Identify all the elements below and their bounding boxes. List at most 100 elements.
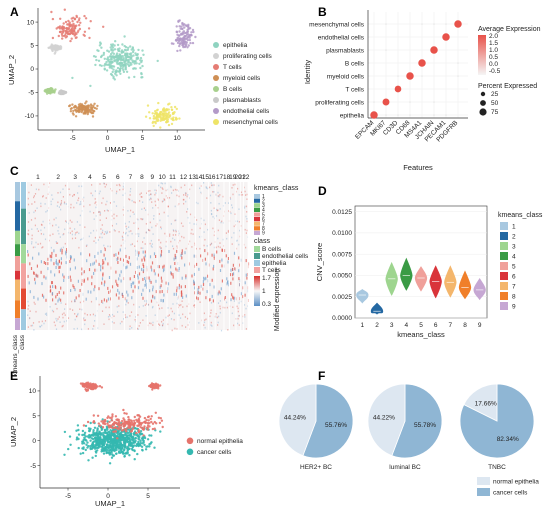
panel-e-point [106, 441, 110, 444]
panel-c-kmeans-strip [15, 182, 20, 202]
panel-c-heat-cell [218, 184, 220, 187]
panel-e-point [104, 446, 108, 449]
panel-c-heat-cell [199, 291, 201, 295]
panel-a-point [110, 73, 114, 77]
panel-a-x-tick-label: 5 [141, 135, 145, 142]
panel-c-heat-cell [238, 269, 240, 273]
panel-e-point [153, 427, 156, 430]
panel-c-heat-cell [120, 279, 122, 283]
panel-c-heat-cell [103, 283, 105, 287]
panel-a-point [116, 66, 120, 70]
panel-c-heat-cell [213, 256, 215, 260]
panel-c-heat-cell [118, 277, 120, 281]
panel-c-heat-cell [130, 311, 133, 313]
panel-a-point [91, 115, 95, 118]
panel-d-violins [356, 257, 486, 315]
panel-c-heat-cell [215, 316, 217, 319]
panel-e-point [151, 427, 155, 431]
panel-b-identity-label: myeloid cells [327, 73, 365, 80]
panel-c-heat-cell [122, 237, 124, 239]
panel-c-column-label: 2 [56, 174, 60, 181]
panel-c-heat-cell [217, 191, 219, 194]
panel-c-heat-cell [152, 321, 154, 324]
panel-c-heat-cell [211, 253, 213, 257]
panel-b-color-tick: 1.5 [489, 40, 498, 47]
panel-b-color-tick: -0.5 [489, 68, 501, 75]
panel-e-point [135, 418, 138, 422]
panel-c-heat-cell [130, 243, 132, 246]
panel-a-point [115, 74, 118, 77]
panel-c-row-label-kmeans: kmeans_class [12, 334, 19, 376]
panel-e-point [107, 430, 110, 434]
panel-c-heat-cell [131, 296, 133, 300]
panel-c-heat-cell [151, 268, 153, 272]
panel-c-heat-cell [99, 183, 101, 185]
panel-c-heat-cell [87, 328, 89, 330]
panel-c-heat-cell [245, 273, 247, 277]
panel-c-heat-cell [121, 235, 123, 238]
panel-c-heat-cell [148, 198, 151, 201]
panel-d-legend-swatch [500, 282, 508, 290]
panel-e-point [99, 424, 102, 427]
panel-c-heat-cell [47, 257, 49, 261]
panel-c-heat-cell [129, 328, 131, 330]
panel-a-point [94, 63, 97, 67]
panel-c-heat-cell [221, 220, 223, 223]
panel-a-points [43, 8, 197, 129]
panel-a-point [75, 109, 78, 112]
panel-a-point [91, 109, 95, 112]
panel-c-heat-cell [144, 250, 146, 254]
panel-e-point [103, 429, 107, 432]
panel-c-heat-cell [60, 202, 62, 204]
panel-c-kmeans-label: 7 [262, 222, 265, 228]
panel-c-heat-cell [73, 328, 75, 330]
panel-c-heat-cell [91, 184, 93, 186]
panel-a-x-tick-label: 10 [174, 135, 182, 142]
panel-c-heat-cell [211, 184, 214, 187]
panel-c-heat-cell [142, 250, 144, 254]
panel-c-scale-tick: 1.7 [262, 275, 271, 282]
panel-c-heat-cell [104, 186, 106, 188]
panel-c-heat-cell [231, 312, 233, 315]
panel-c-heat-cell [113, 253, 115, 257]
panel-c-heat-cell [111, 215, 113, 217]
panel-c-heat-cell [174, 253, 176, 257]
panel-c-heat-cell [170, 240, 172, 243]
panel-c-heat-cell [245, 307, 247, 310]
panel-c-column-label: 13 [189, 174, 197, 181]
panel-c-heat-cell [175, 256, 177, 260]
panel-c-heat-cell [52, 285, 54, 289]
panel-c-heat-cell [168, 314, 170, 316]
panel-c-heat-cell [161, 187, 163, 189]
panel-f-pie-0: 55.76%44.24%HER2+ BC [278, 383, 354, 471]
panel-c-heat-cell [43, 233, 45, 236]
panel-c-heat-cell [144, 283, 146, 287]
panel-e-point [110, 419, 114, 422]
panel-c-heat-cell [163, 211, 165, 214]
panel-c-heat-cell [122, 188, 124, 191]
panel-d-y-tick-label: 0.0125 [332, 209, 352, 216]
panel-e-point [81, 442, 84, 445]
panel-c-heat-cell [210, 321, 212, 324]
panel-a-point [87, 111, 90, 114]
panel-c-heat-cell [198, 236, 201, 238]
panel-c-heat-cell [210, 302, 213, 304]
panel-c-heat-cell [131, 243, 133, 245]
panel-a-point [176, 49, 179, 53]
panel-a-point [137, 48, 140, 52]
panel-c-heat-cell [180, 186, 182, 189]
panel-c-kmeans-swatch [254, 221, 260, 226]
panel-c-heat-cell [126, 299, 128, 303]
panel-c-heat-cell [127, 260, 130, 264]
panel-c-heat-cell [162, 324, 164, 326]
panel-c-heat-cell [217, 237, 219, 240]
panel-a-point [130, 48, 133, 51]
panel-c-heat-cell [139, 322, 141, 324]
panel-c-heat-cell [130, 188, 132, 190]
panel-c-heat-cell [49, 234, 51, 237]
panel-c-heat-cell [184, 251, 186, 255]
panel-e-point [128, 437, 131, 440]
panel-a-point [113, 48, 117, 51]
panel-c-heat-cell [232, 267, 234, 271]
